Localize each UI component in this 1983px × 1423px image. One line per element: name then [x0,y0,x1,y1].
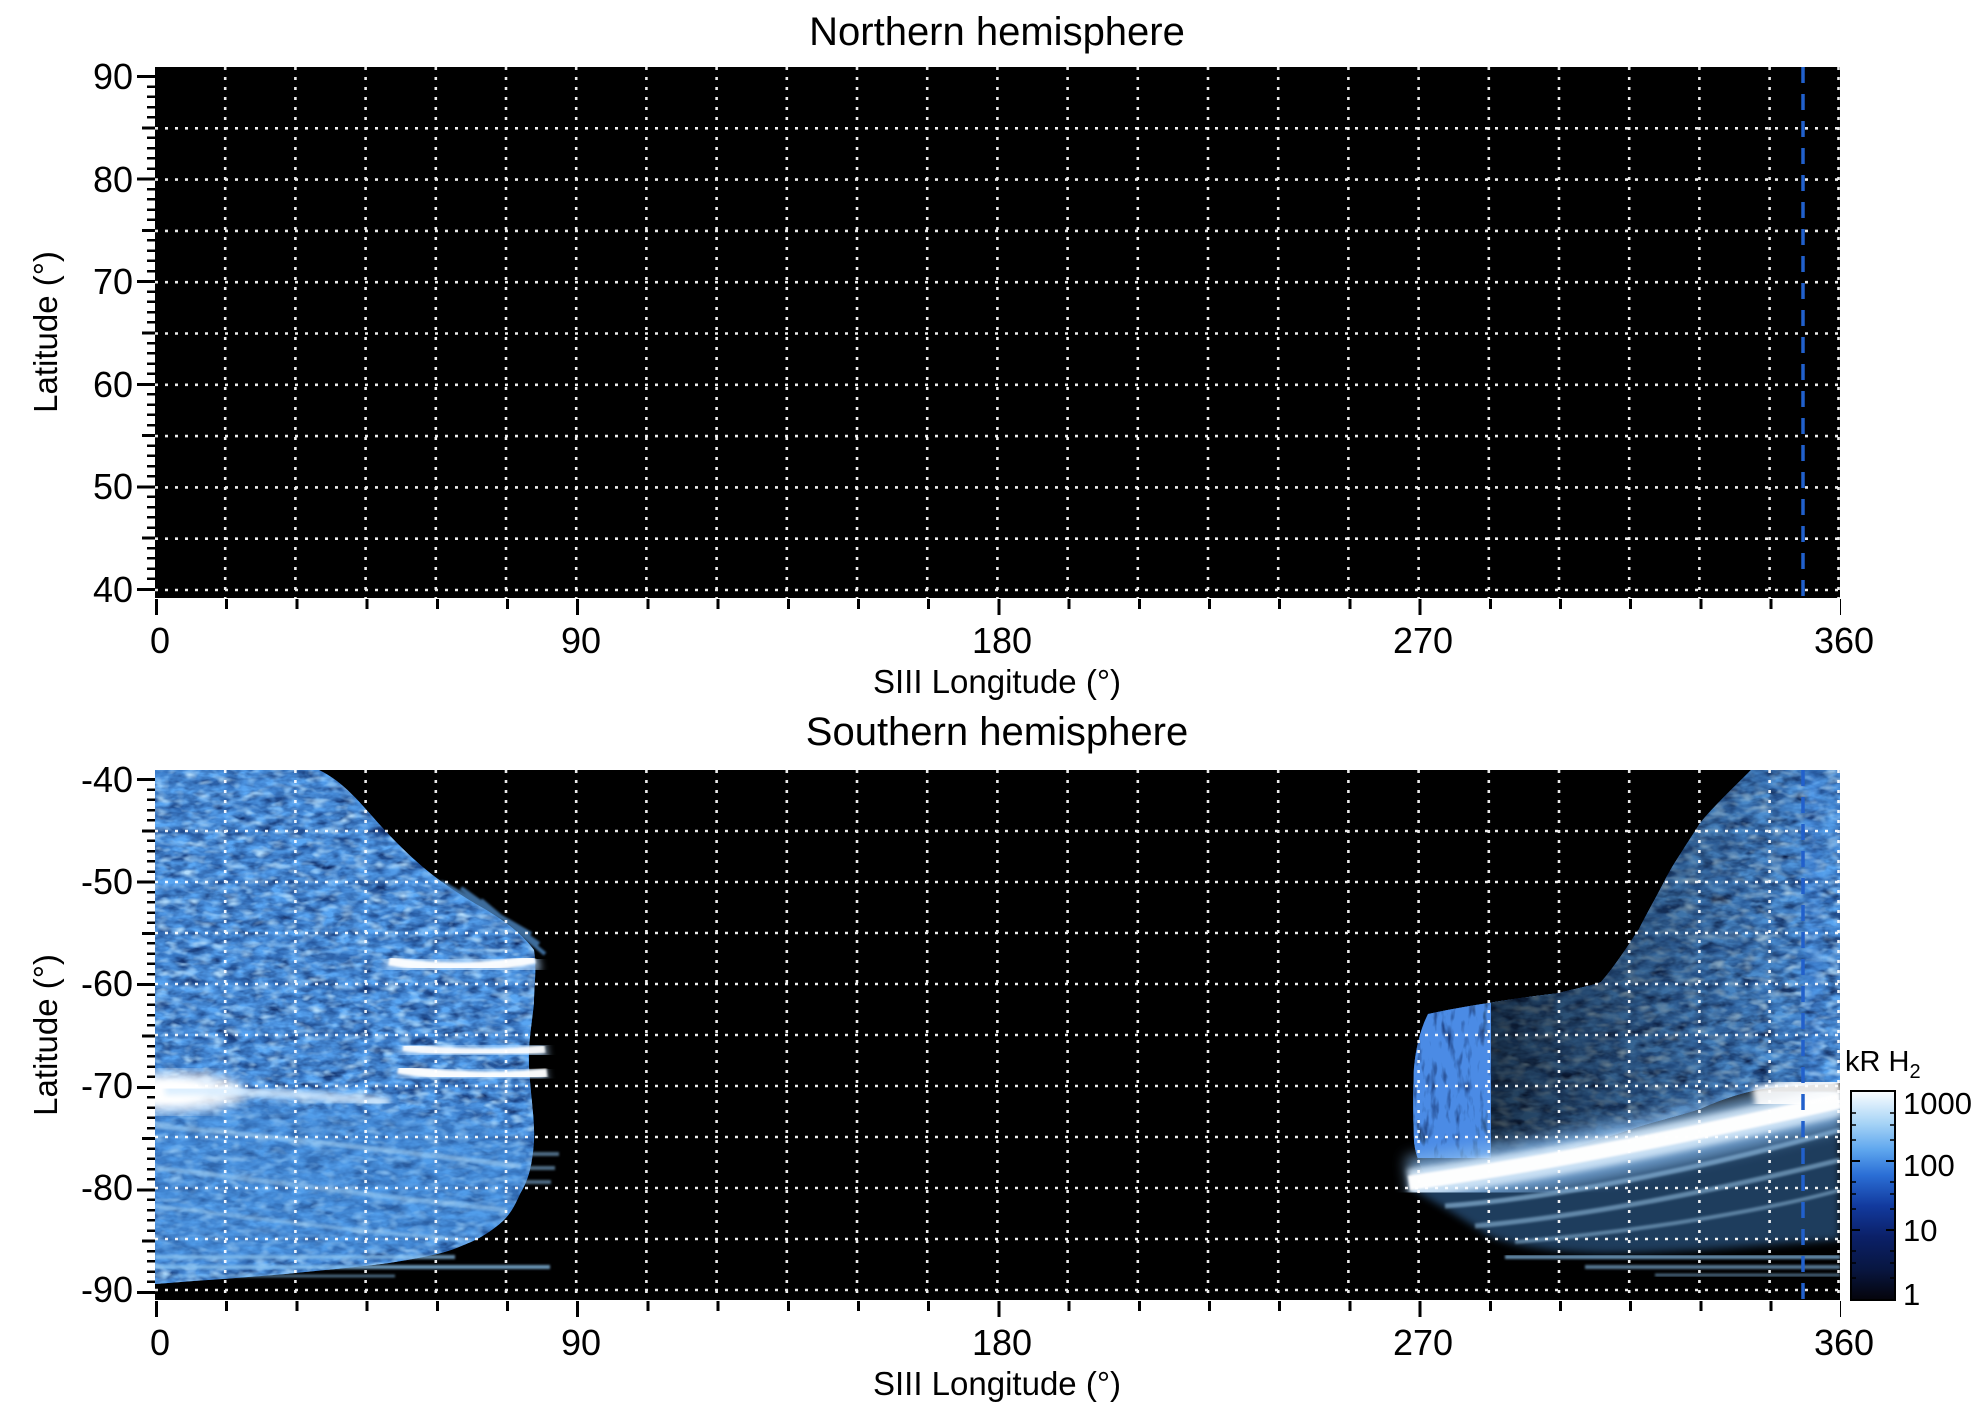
north-y-tick-50: 50 [92,466,133,507]
north-x-tick-270: 270 [1392,620,1454,661]
south-y-tick-m40: -40 [80,759,133,800]
south-y-tick-m90: -90 [80,1269,133,1310]
north-x-tick-90: 90 [560,620,602,661]
south-x-tick-0: 0 [149,1322,171,1363]
south-plot-area [101,770,1847,1300]
north-x-major-ticks [155,599,1841,615]
north-y-major-ticks [137,75,155,592]
south-heatmap-panel [101,770,1847,1300]
colorbar-tick-1: 1 [1903,1277,1921,1312]
north-plot-area [155,67,1840,598]
colorbar-ticks [1852,1112,1894,1279]
colorbar-tick-10: 10 [1903,1213,1938,1248]
colorbar [1850,1090,1896,1301]
south-y-axis-label: Latitude (°) [27,954,64,1116]
south-y-tick-m80: -80 [80,1167,133,1208]
south-grid [155,770,1840,1300]
north-x-axis-label: SIII Longitude (°) [873,663,1121,700]
south-x-tick-90: 90 [560,1322,602,1363]
north-grid [155,67,1840,598]
south-y-tick-m60: -60 [80,963,133,1004]
north-panel-title: Northern hemisphere [809,10,1185,54]
south-y-tick-m70: -70 [80,1065,133,1106]
south-y-major-ticks [137,778,155,1294]
north-y-tick-90: 90 [92,56,133,97]
north-x-tick-180: 180 [971,620,1033,661]
south-x-tick-360: 360 [1813,1322,1875,1363]
south-x-tick-270: 270 [1392,1322,1454,1363]
south-x-axis-label: SIII Longitude (°) [873,1365,1121,1402]
north-y-tick-60: 60 [92,364,133,405]
colorbar-tick-1000: 1000 [1903,1086,1972,1121]
north-x-tick-360: 360 [1813,620,1875,661]
south-x-tick-180: 180 [971,1322,1033,1363]
north-heatmap-panel [155,67,1840,598]
south-right-aurora-region [1405,770,1847,1277]
south-y-tick-m50: -50 [80,861,133,902]
north-y-axis-label: Latitude (°) [27,251,64,413]
colorbar-unit-label: kR H2 [1845,1046,1921,1083]
north-y-tick-70: 70 [92,261,133,302]
north-x-tick-0: 0 [149,620,171,661]
colorbar-tick-100: 100 [1903,1148,1955,1183]
north-y-tick-80: 80 [92,159,133,200]
south-panel-title: Southern hemisphere [805,710,1189,754]
south-x-major-ticks [155,1301,1841,1317]
north-y-tick-40: 40 [92,569,133,610]
